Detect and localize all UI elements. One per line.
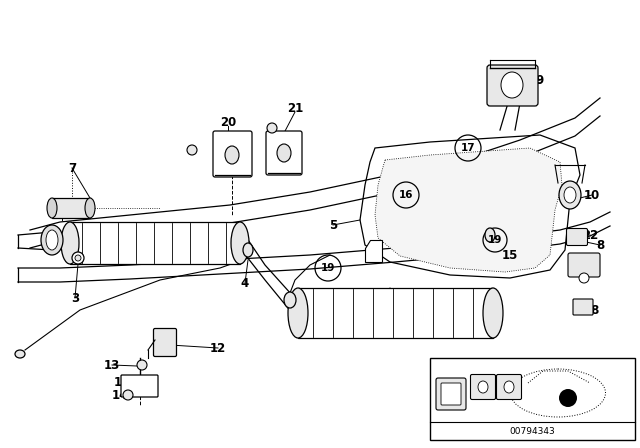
- Text: 12: 12: [210, 341, 226, 354]
- Text: 8: 8: [596, 238, 604, 251]
- Text: 2: 2: [384, 289, 392, 302]
- Text: 00794343: 00794343: [509, 426, 556, 435]
- Ellipse shape: [478, 381, 488, 393]
- Bar: [430, 358, 635, 440]
- Ellipse shape: [564, 187, 576, 203]
- Ellipse shape: [284, 292, 296, 308]
- Ellipse shape: [15, 350, 25, 358]
- Text: 3: 3: [71, 292, 79, 305]
- Ellipse shape: [231, 222, 249, 264]
- Text: 22: 22: [582, 228, 598, 241]
- Text: 1: 1: [104, 251, 112, 264]
- Text: 5: 5: [329, 219, 337, 232]
- Ellipse shape: [46, 230, 58, 250]
- Ellipse shape: [501, 72, 523, 98]
- Ellipse shape: [243, 243, 253, 257]
- Ellipse shape: [225, 146, 239, 164]
- FancyBboxPatch shape: [441, 383, 461, 405]
- Text: 19: 19: [321, 263, 335, 273]
- Circle shape: [75, 255, 81, 261]
- Ellipse shape: [288, 288, 308, 338]
- Ellipse shape: [485, 228, 495, 242]
- Circle shape: [579, 273, 589, 283]
- Ellipse shape: [511, 369, 605, 417]
- Text: 21: 21: [287, 102, 303, 115]
- Circle shape: [559, 389, 577, 407]
- Ellipse shape: [483, 288, 503, 338]
- Text: 19: 19: [488, 235, 502, 245]
- Text: 6: 6: [58, 203, 66, 216]
- FancyBboxPatch shape: [568, 253, 600, 277]
- Text: 17: 17: [461, 143, 476, 153]
- FancyBboxPatch shape: [213, 131, 252, 177]
- Text: 16: 16: [399, 190, 413, 200]
- FancyBboxPatch shape: [497, 375, 522, 400]
- FancyBboxPatch shape: [566, 228, 588, 246]
- Polygon shape: [375, 148, 562, 272]
- Circle shape: [72, 252, 84, 264]
- Ellipse shape: [277, 144, 291, 162]
- Bar: [298, 288, 493, 338]
- Text: 14: 14: [112, 388, 128, 401]
- Ellipse shape: [61, 222, 79, 264]
- Ellipse shape: [41, 225, 63, 255]
- Polygon shape: [365, 240, 382, 262]
- Text: 15: 15: [502, 249, 518, 262]
- Text: 4: 4: [241, 276, 249, 289]
- Bar: [70, 222, 240, 264]
- Polygon shape: [360, 135, 580, 278]
- FancyBboxPatch shape: [121, 375, 158, 397]
- Text: 10: 10: [584, 189, 600, 202]
- Ellipse shape: [504, 381, 514, 393]
- Text: 18: 18: [584, 303, 600, 316]
- Circle shape: [267, 123, 277, 133]
- Text: 19: 19: [430, 395, 444, 405]
- Ellipse shape: [85, 198, 95, 218]
- Circle shape: [187, 145, 197, 155]
- FancyBboxPatch shape: [487, 65, 538, 106]
- Text: 11: 11: [114, 375, 130, 388]
- Circle shape: [137, 360, 147, 370]
- FancyBboxPatch shape: [436, 378, 466, 410]
- Text: 20: 20: [220, 116, 236, 129]
- Text: 9: 9: [536, 73, 544, 86]
- FancyBboxPatch shape: [470, 375, 495, 400]
- FancyBboxPatch shape: [154, 328, 177, 357]
- Text: 17: 17: [465, 362, 479, 372]
- Text: 7: 7: [68, 161, 76, 175]
- Bar: [52, 198, 90, 218]
- Ellipse shape: [47, 198, 57, 218]
- Ellipse shape: [559, 181, 581, 209]
- Circle shape: [123, 390, 133, 400]
- Text: 13: 13: [104, 358, 120, 371]
- FancyBboxPatch shape: [573, 299, 593, 315]
- Text: 16: 16: [445, 362, 460, 372]
- FancyBboxPatch shape: [266, 131, 302, 175]
